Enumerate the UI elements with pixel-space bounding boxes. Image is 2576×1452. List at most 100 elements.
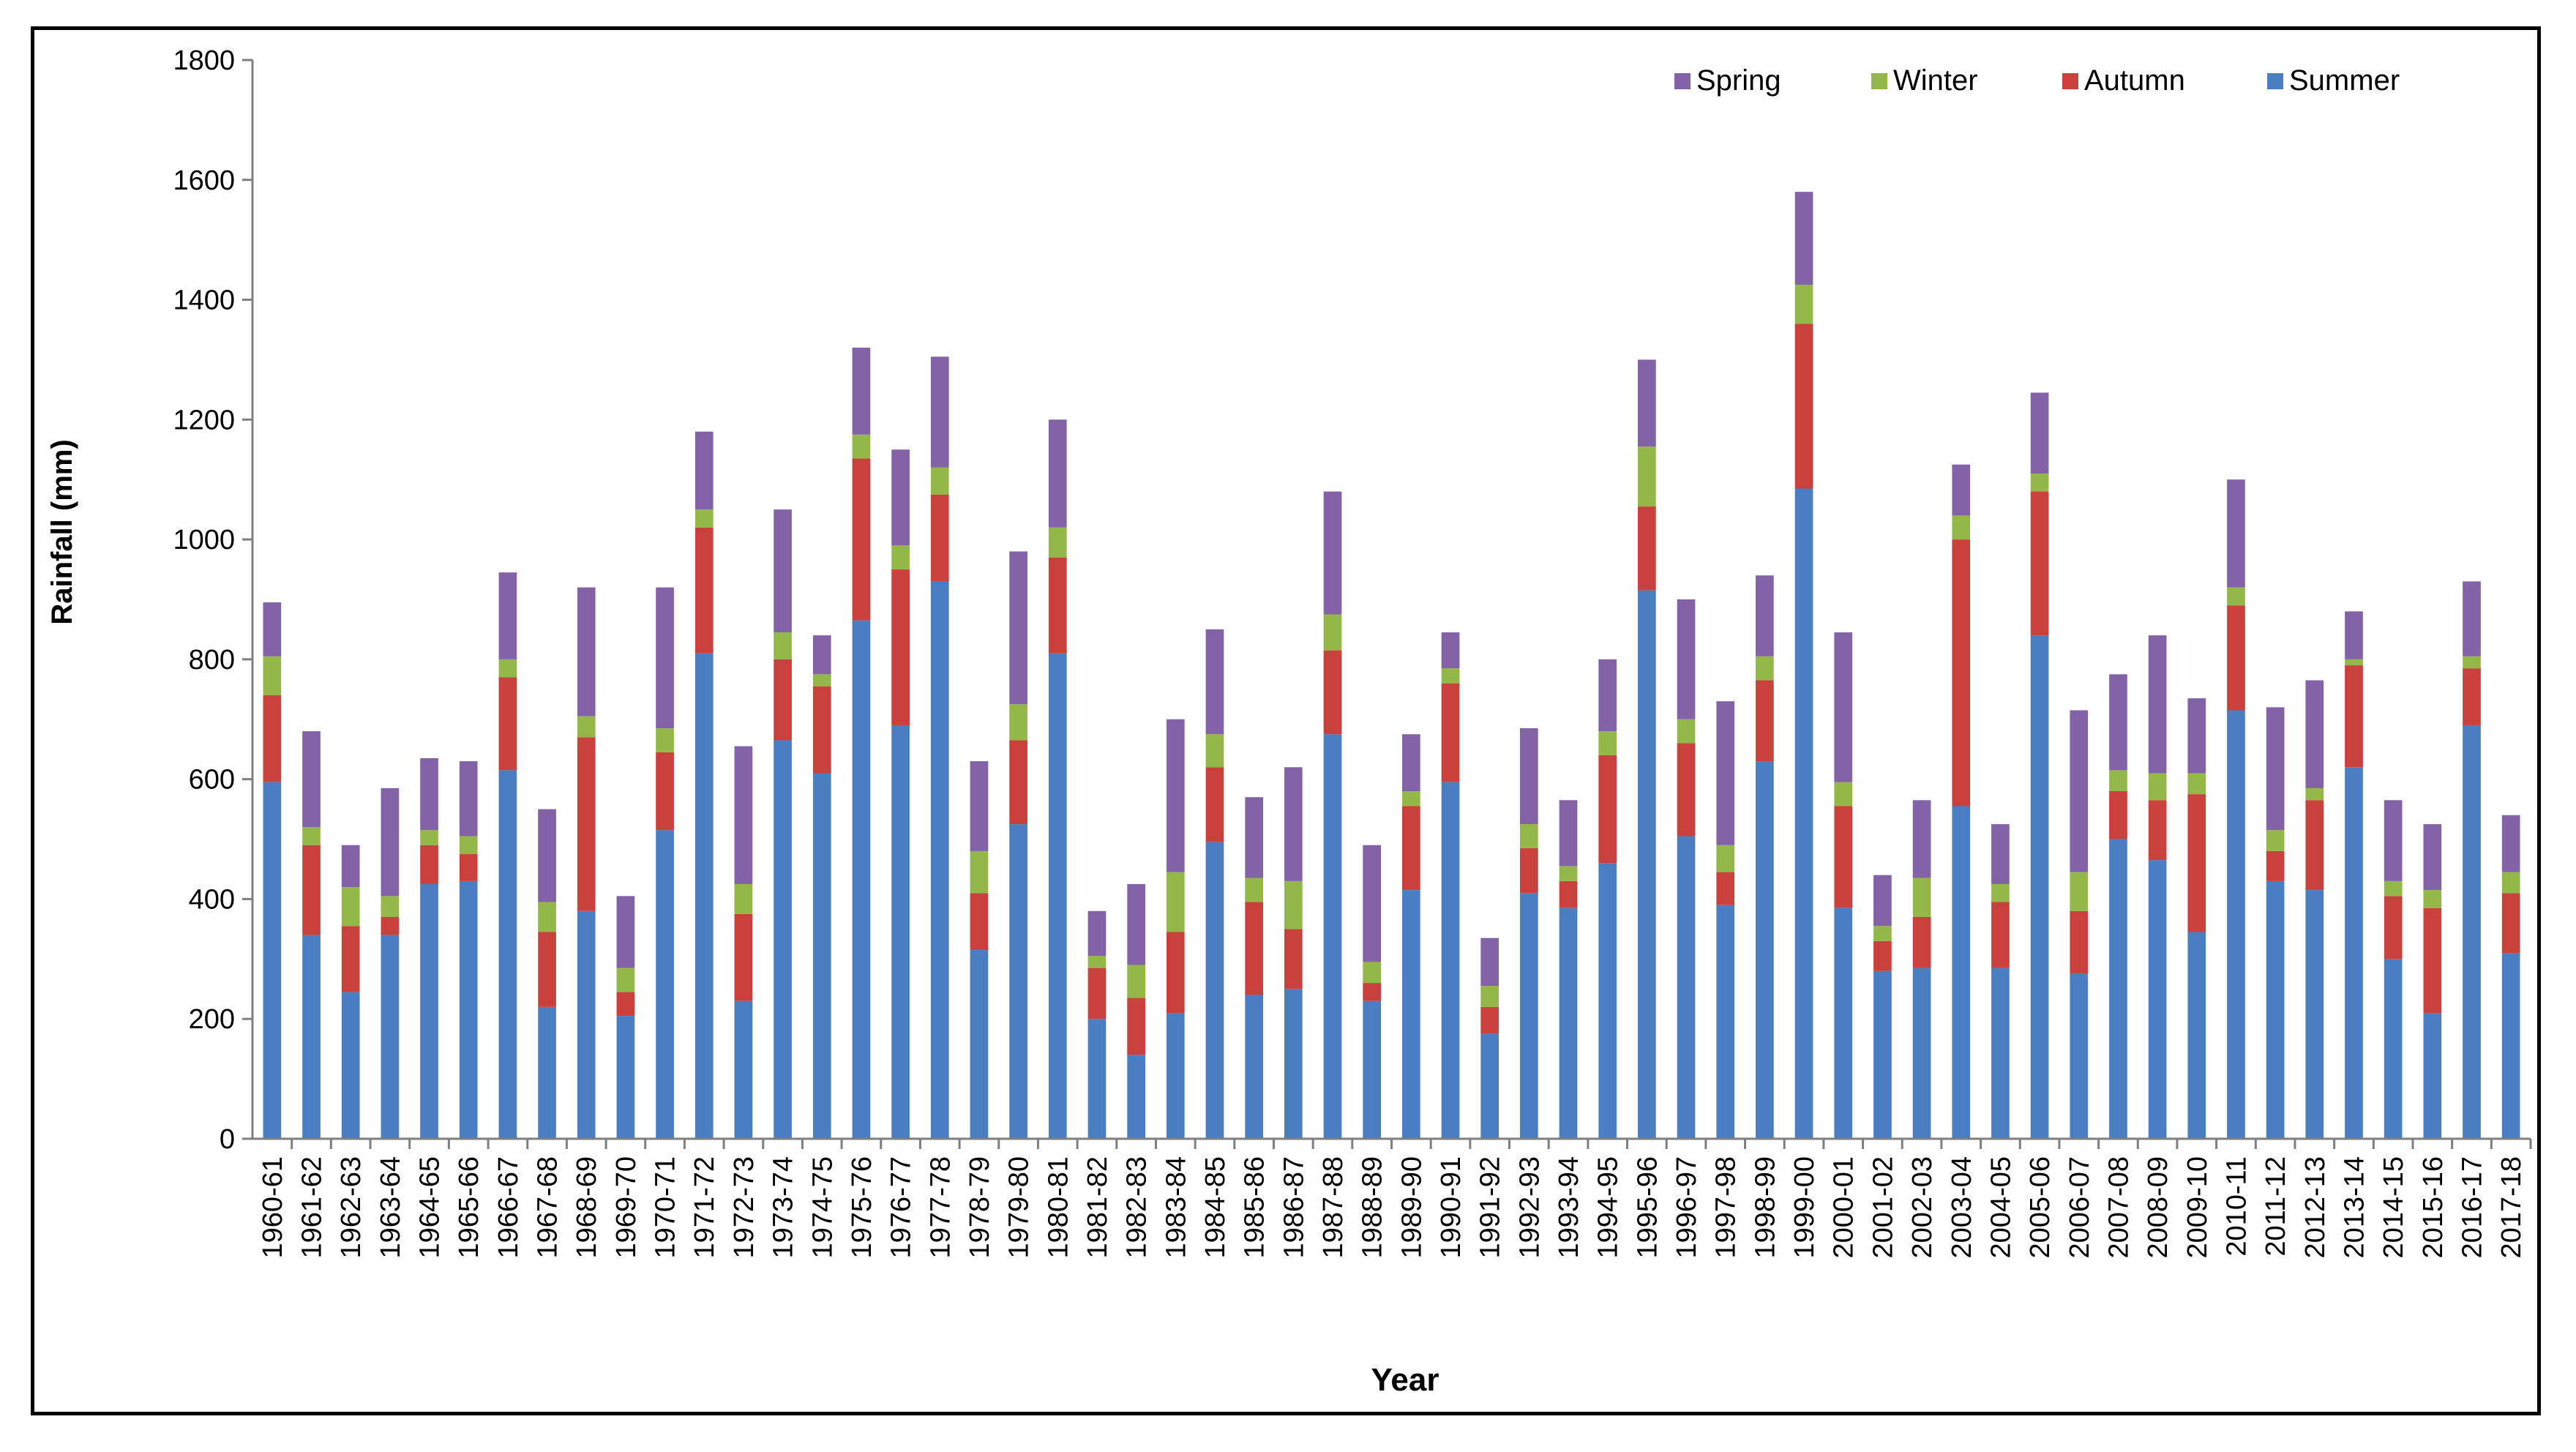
bar-winter xyxy=(656,728,674,752)
bar-autumn xyxy=(1559,880,1578,908)
bar-winter xyxy=(1480,986,1499,1007)
x-tick-label: 1983-84 xyxy=(1161,1156,1191,1258)
x-tick-label: 2011-12 xyxy=(2261,1156,2291,1257)
x-tick-label: 1986-87 xyxy=(1278,1156,1309,1258)
bar-summer xyxy=(1166,1013,1185,1139)
bar-summer xyxy=(1873,970,1892,1139)
bar-spring xyxy=(1794,192,1813,285)
y-tick-label: 0 xyxy=(220,1124,235,1155)
bar-summer xyxy=(1794,488,1813,1139)
x-tick-label: 2014-15 xyxy=(2378,1156,2409,1258)
x-tick-label: 1997-98 xyxy=(1711,1156,1742,1258)
x-tick-label: 2006-07 xyxy=(2064,1156,2095,1258)
bar-summer xyxy=(1638,590,1656,1139)
y-tick-label: 1400 xyxy=(173,285,235,316)
bar-winter xyxy=(1559,866,1578,881)
bar-spring xyxy=(420,758,438,831)
x-tick-labels: 1960-61 1961-62 1962-63 1963-64 1964-65 1965-… xyxy=(258,1139,2532,1258)
bar-winter xyxy=(734,883,753,914)
bar-winter xyxy=(812,674,831,686)
bar-autumn xyxy=(2227,605,2245,711)
bars-layer xyxy=(263,192,2520,1139)
bar-summer xyxy=(774,740,792,1139)
bar-autumn xyxy=(1834,806,1853,908)
x-tick-label: 1977-78 xyxy=(925,1156,956,1258)
bar-winter xyxy=(1873,926,1892,941)
bar-summer xyxy=(2030,635,2049,1139)
bar-autumn xyxy=(459,854,478,881)
bar-spring xyxy=(2227,479,2245,588)
bar-winter xyxy=(970,850,989,894)
bar-autumn xyxy=(1677,743,1696,837)
x-tick-label: 1995-96 xyxy=(1632,1156,1663,1258)
bar-spring xyxy=(1205,629,1224,735)
bar-spring xyxy=(1952,464,1971,516)
bar-winter xyxy=(1598,731,1617,755)
bar-spring xyxy=(2305,680,2324,788)
bar-spring xyxy=(2384,800,2403,881)
bar-summer xyxy=(1048,653,1067,1139)
bar-summer xyxy=(420,883,438,1139)
bar-summer xyxy=(656,830,674,1139)
bar-spring xyxy=(302,731,321,828)
bar-spring xyxy=(1127,883,1145,965)
bar-spring xyxy=(1087,910,1107,957)
bar-summer xyxy=(2501,953,2520,1139)
bar-spring xyxy=(1245,797,1263,878)
bar-summer xyxy=(2187,932,2206,1139)
bar-spring xyxy=(1520,728,1538,825)
bar-spring xyxy=(1323,491,1342,615)
x-tick-label: 2008-09 xyxy=(2143,1156,2174,1258)
bar-spring xyxy=(538,809,556,902)
bar-spring xyxy=(341,845,360,888)
bar-spring xyxy=(1912,800,1931,878)
bar-autumn xyxy=(2463,668,2481,725)
bar-spring xyxy=(1048,419,1067,528)
x-tick-label: 1971-72 xyxy=(689,1156,720,1258)
x-tick-label: 1979-80 xyxy=(1004,1156,1035,1258)
bar-winter xyxy=(1323,614,1342,651)
y-tick-label: 1600 xyxy=(173,165,235,196)
bar-winter xyxy=(2345,659,2363,666)
x-tick-label: 1999-00 xyxy=(1789,1156,1820,1258)
bar-spring xyxy=(734,746,753,884)
x-tick-label: 1972-73 xyxy=(729,1156,760,1258)
x-tick-label: 2003-04 xyxy=(1947,1156,1977,1258)
bar-autumn xyxy=(1245,902,1263,995)
bar-summer xyxy=(2463,725,2481,1139)
x-tick-label: 2000-01 xyxy=(1829,1156,1860,1258)
bar-winter xyxy=(2187,773,2206,795)
bar-winter xyxy=(2305,787,2324,801)
legend-swatch-autumn xyxy=(2062,73,2078,89)
bar-spring xyxy=(616,896,635,968)
bar-winter xyxy=(2148,773,2167,801)
bar-summer xyxy=(1952,806,1971,1139)
bar-autumn xyxy=(381,917,400,935)
bar-summer xyxy=(1284,989,1303,1139)
bar-spring xyxy=(2030,392,2049,474)
bar-winter xyxy=(2070,872,2089,911)
bar-winter xyxy=(930,467,949,495)
bar-spring xyxy=(1873,875,1892,927)
x-tick-label: 1998-99 xyxy=(1750,1156,1781,1258)
x-tick-label: 1989-90 xyxy=(1396,1156,1427,1258)
x-tick-label: 1963-64 xyxy=(375,1156,406,1258)
bar-autumn xyxy=(616,992,635,1017)
bar-summer xyxy=(2423,1013,2442,1139)
bar-autumn xyxy=(2187,794,2206,932)
bar-autumn xyxy=(2109,791,2127,839)
x-tick-label: 2016-17 xyxy=(2457,1156,2487,1258)
bar-summer xyxy=(1363,1000,1382,1139)
bar-summer xyxy=(2345,767,2363,1139)
bar-autumn xyxy=(2030,491,2049,636)
x-tick-label: 2007-08 xyxy=(2103,1156,2134,1258)
bar-spring xyxy=(694,431,714,510)
bar-summer xyxy=(1598,863,1617,1139)
bar-winter xyxy=(1834,782,1853,807)
bar-winter xyxy=(2266,830,2285,851)
x-tick-label: 2010-11 xyxy=(2221,1156,2252,1257)
bar-autumn xyxy=(1598,755,1617,864)
bar-autumn xyxy=(1991,902,2010,968)
x-tick-label: 1965-66 xyxy=(454,1156,484,1258)
